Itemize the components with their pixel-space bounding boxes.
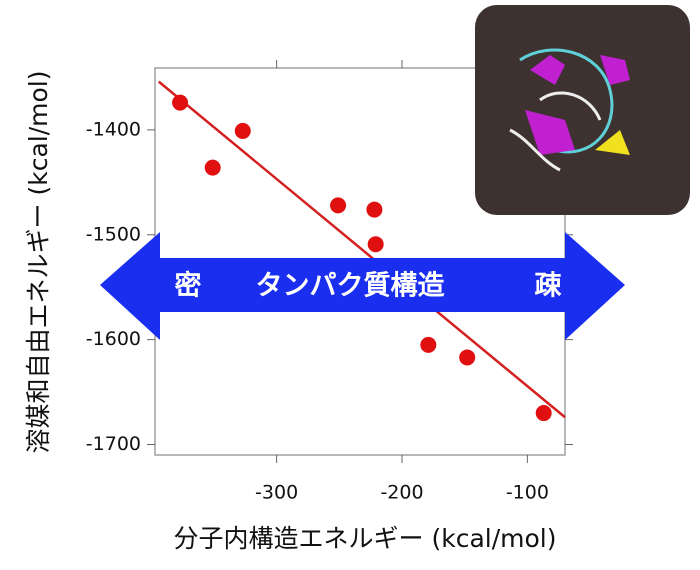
y-tick-label: -1700 <box>86 433 141 455</box>
y-tick-label: -1500 <box>86 223 141 245</box>
x-tick-label: -100 <box>506 482 549 504</box>
data-point <box>234 122 251 139</box>
density-arrow: 密 タンパク質構造 疎 <box>100 232 625 340</box>
inset-sheet <box>595 130 630 155</box>
data-point <box>367 236 384 253</box>
inset-background <box>475 5 690 215</box>
x-tick-label: -300 <box>255 482 298 504</box>
dense-label: 密 <box>175 270 202 302</box>
y-tick-label: -1600 <box>86 328 141 350</box>
inset-helices <box>525 55 630 155</box>
plot-area: -300 -200 -100 -1400 -1500 -1600 -1700 <box>86 60 573 504</box>
data-point <box>330 197 347 214</box>
protein-inset <box>475 5 690 215</box>
data-point <box>535 405 552 422</box>
fit-line <box>157 80 566 419</box>
inset-loops <box>509 91 602 172</box>
double-arrow <box>100 232 625 340</box>
y-tick-label: -1400 <box>86 118 141 140</box>
data-point <box>459 349 476 366</box>
y-axis-label: 溶媒和自由エネルギー (kcal/mol) <box>24 71 53 454</box>
data-point <box>420 336 437 353</box>
data-point <box>366 201 383 218</box>
sparse-label: 疎 <box>535 271 562 302</box>
data-point <box>172 94 189 111</box>
protein-structure-label: タンパク質構造 <box>256 271 445 302</box>
x-tick-label: -200 <box>380 482 423 504</box>
inset-coil <box>519 48 614 154</box>
x-axis-label: 分子内構造エネルギー (kcal/mol) <box>174 524 557 553</box>
data-point <box>204 159 221 176</box>
